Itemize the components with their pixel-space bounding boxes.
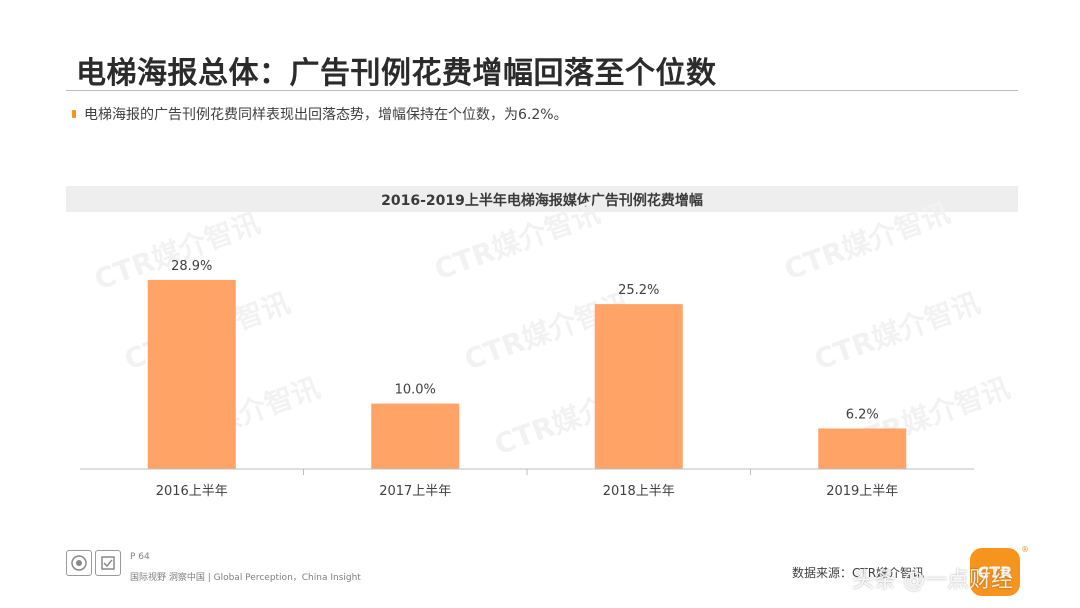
data-source: 数据来源：CTR媒介智讯 [792, 566, 925, 580]
data-label: 6.2% [846, 407, 879, 422]
bar [818, 428, 907, 469]
registered-mark: ® [1021, 545, 1029, 554]
bar [371, 403, 460, 469]
chart-title: 2016-2019上半年电梯海报媒体广告刊例花费增幅 [381, 193, 703, 209]
ctr-logo: CTR [970, 548, 1020, 596]
x-tick-label: 2019上半年 [826, 484, 898, 499]
certification-icon [95, 550, 121, 576]
page-title: 电梯海报总体：广告刊例花费增幅回落至个位数 [76, 56, 717, 91]
summary-text: 电梯海报的广告刊例花费同样表现出回落态势，增幅保持在个位数，为6.2%。 [84, 107, 568, 123]
chart-title-band [66, 186, 1018, 212]
bar [147, 279, 236, 469]
footer-slogan: 国际视野 洞察中国 | Global Perception，China Insi… [130, 573, 361, 583]
data-label: 25.2% [618, 283, 659, 298]
x-tick-label: 2017上半年 [379, 484, 451, 499]
data-label: 28.9% [171, 259, 212, 274]
certification-badges [66, 550, 121, 576]
bullet-icon [72, 110, 76, 118]
summary-bullet: 电梯海报的广告刊例花费同样表现出回落态势，增幅保持在个位数，为6.2%。 [72, 104, 568, 124]
page-number: P 64 [130, 552, 150, 562]
bar [594, 304, 683, 469]
overlay-watermark: 头条 @一点财经 [852, 568, 1013, 593]
x-tick-label: 2016上半年 [156, 484, 228, 499]
x-tick-label: 2018上半年 [603, 484, 675, 499]
certification-icon [66, 550, 92, 576]
title-divider [66, 90, 1018, 91]
data-label: 10.0% [395, 383, 436, 398]
